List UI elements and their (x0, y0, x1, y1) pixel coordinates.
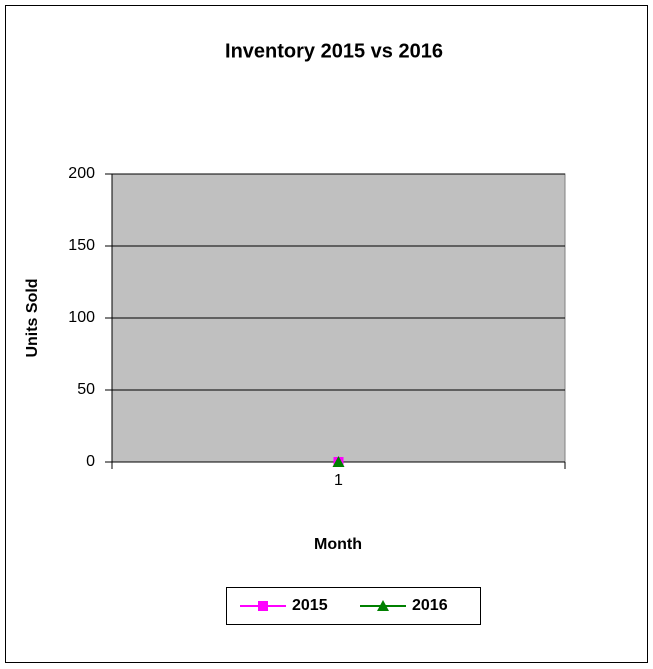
y-axis-label: Units Sold (24, 278, 41, 357)
legend-label: 2015 (292, 597, 328, 614)
legend-marker (377, 600, 389, 611)
y-tick-label: 100 (68, 309, 95, 326)
y-tick-label: 200 (68, 165, 95, 182)
y-tick-label: 150 (68, 237, 95, 254)
y-tick-label: 50 (77, 381, 95, 398)
x-tick-label: 1 (334, 472, 343, 489)
chart-title: Inventory 2015 vs 2016 (225, 40, 443, 62)
marker (332, 456, 345, 467)
x-axis-label: Month (314, 536, 362, 553)
y-tick-label: 0 (86, 453, 95, 470)
legend-label: 2016 (412, 597, 448, 614)
legend-marker (258, 601, 268, 611)
